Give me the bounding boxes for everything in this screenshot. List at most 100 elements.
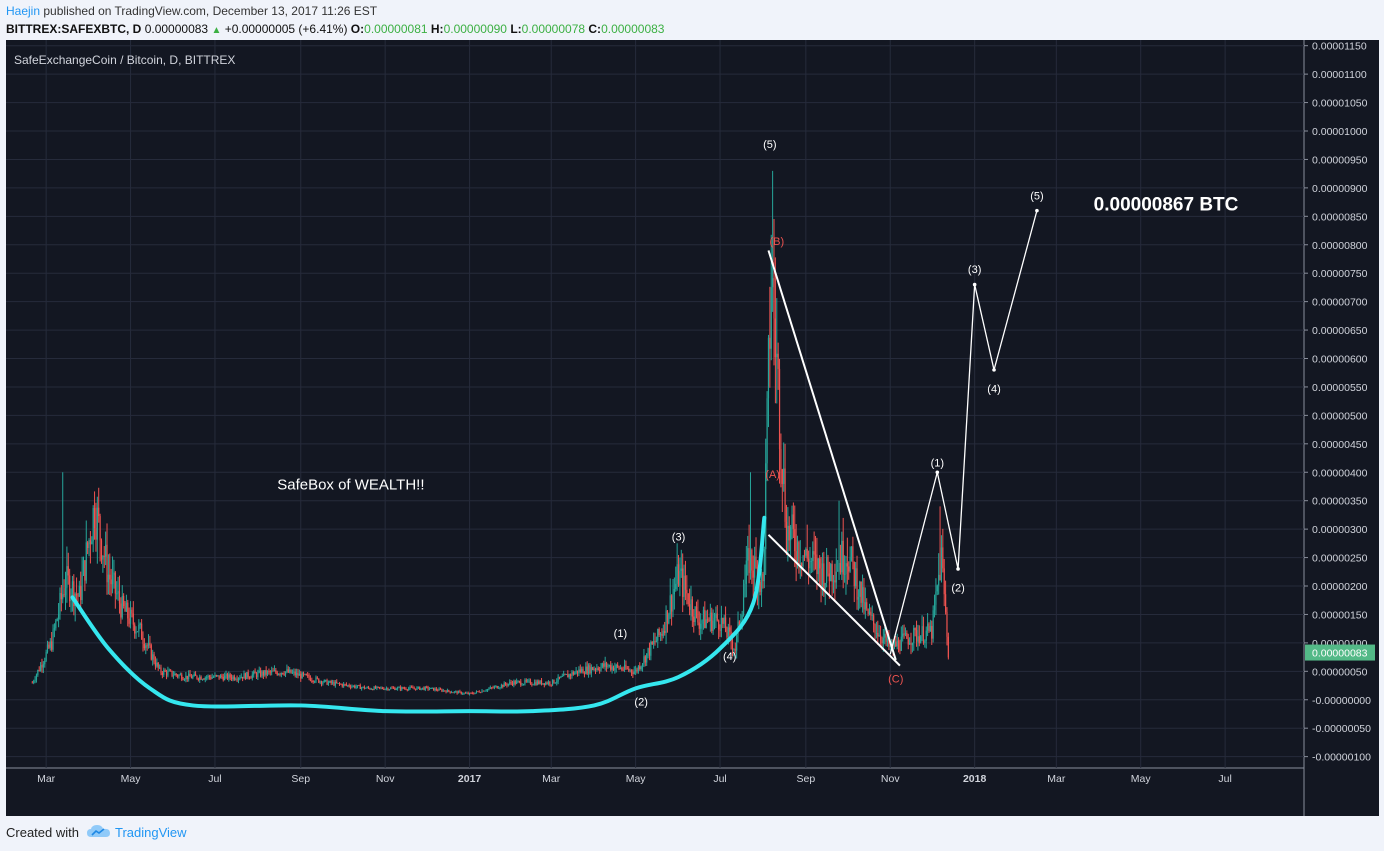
candle-body [355,686,357,688]
tradingview-link[interactable]: TradingView [114,825,187,840]
candle-body [388,689,390,690]
candle-body [940,547,943,581]
candle-body [322,682,324,684]
chart-area[interactable]: 0.00001150 0.00001100 0.00001050 0.00001000… [6,40,1379,816]
candle-body [464,692,467,694]
candle-body [484,690,486,692]
candle-body [754,556,756,578]
candle-body [320,681,323,684]
candle-body [243,673,245,679]
candle-body [808,558,810,569]
time-tick-label: Nov [881,773,900,785]
current-price-badge [1305,644,1375,661]
author-link[interactable]: Haejin [6,4,41,18]
candle-body [62,594,64,600]
candle-body [136,631,139,633]
candle-body [45,651,47,661]
candle-body [711,612,713,631]
candle-body [785,521,788,553]
price-tick-label: -0.00000100 [1312,752,1371,764]
candle-body [619,668,622,669]
candle-body [713,617,716,621]
candle-body [222,677,224,681]
candle-body [816,554,818,575]
candle-body [687,593,689,605]
candle-body [651,641,653,644]
candle-body [283,674,285,675]
candle-body [514,681,516,684]
candle-body [597,668,599,670]
candle-body [921,626,923,637]
candle-body [431,687,433,689]
candle-body [141,623,143,640]
candle-body [385,688,388,690]
candle-body [545,682,547,685]
candle-body [478,691,480,693]
candle-body [565,674,568,675]
symbol-info-bar: BITTREX:SAFEXBTC, D 0.00000083 ▲ +0.0000… [6,22,664,36]
candle-body [363,686,366,689]
candle-body [842,540,844,575]
candle-body [56,619,58,621]
price-tick-label: 0.00000300 [1312,524,1368,536]
candle-body [406,689,408,691]
price-tick-label: 0.00000800 [1312,240,1368,252]
candle-body [704,609,706,628]
price-tick-label: -0.00000000 [1312,695,1371,707]
candle-body [401,687,403,690]
candle-body [199,676,201,680]
candle-body [35,674,38,680]
candle-body [882,637,884,644]
candle-body [172,675,175,677]
candle-body [432,687,435,691]
candle-body [383,688,385,690]
candle-body [543,683,545,685]
candle-body [731,641,734,650]
candle-body [522,684,525,685]
candle-body [392,687,395,689]
wave-label: (5) [1030,190,1043,202]
candle-body [124,605,126,612]
candle-body [182,679,184,681]
candle-body [344,684,346,685]
candle-body [250,677,252,679]
price-chart[interactable]: 0.00001150 0.00001100 0.00001050 0.00001000… [6,40,1379,816]
price-tick-label: 0.00000750 [1312,268,1368,280]
up-arrow-icon: ▲ [211,25,222,36]
candle-body [511,683,514,686]
candle-body [925,630,927,641]
candle-body [298,673,300,676]
candle-body [190,676,193,679]
candle-body [666,610,669,624]
candle-body [123,595,125,606]
candle-body [224,675,226,681]
candle-body [377,686,379,688]
price-tick-label: 0.00000700 [1312,297,1368,309]
candle-body [813,551,815,555]
candle-body [709,612,711,622]
tradingview-cloud-icon[interactable] [86,824,111,841]
candle-body [424,686,426,690]
wave-label: (4) [723,651,736,663]
candle-body [615,664,617,668]
candle-body [845,563,847,575]
candle-body [247,672,249,678]
candle-body [302,672,305,675]
candle-body [884,634,886,638]
candle-body [712,620,714,631]
candle-body [239,678,241,679]
candle-body [907,638,909,645]
candle-body [341,684,343,687]
candle-body [215,675,217,676]
candle-body [780,449,782,470]
candle-body [944,594,947,612]
candle-body [587,665,590,674]
candle-body [301,672,303,679]
candle-body [295,672,298,676]
projection-point [935,470,940,475]
candle-body [628,668,630,671]
candle-body [176,675,179,677]
candle-body [163,670,165,675]
candle-body [170,670,172,672]
candle-body [770,287,772,349]
